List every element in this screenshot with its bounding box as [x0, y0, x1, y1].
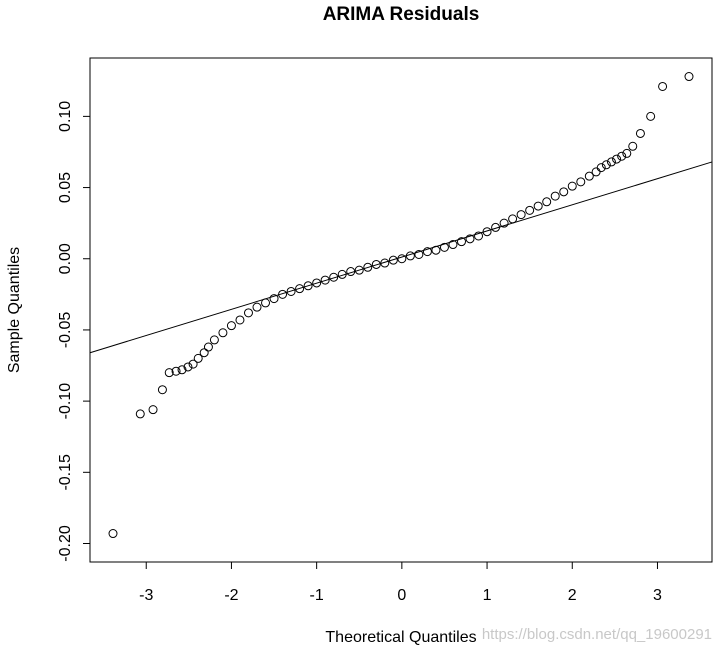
- watermark: https://blog.csdn.net/qq_19600291: [482, 626, 712, 643]
- point: [235, 315, 245, 325]
- point: [226, 321, 236, 331]
- point: [533, 201, 543, 211]
- x-tick-label: 0: [397, 587, 406, 604]
- chart-title: ARIMA Residuals: [323, 4, 480, 25]
- y-tick-label: 0.10: [57, 101, 74, 132]
- point: [278, 289, 288, 299]
- point: [601, 160, 611, 170]
- x-tick-label: 1: [483, 587, 492, 604]
- point: [320, 275, 330, 285]
- point: [542, 197, 552, 207]
- point: [628, 141, 638, 151]
- point: [286, 286, 296, 296]
- point: [499, 218, 509, 228]
- point: [576, 177, 586, 187]
- point: [354, 265, 364, 275]
- point: [456, 237, 466, 247]
- point: [606, 157, 616, 167]
- point: [591, 167, 601, 177]
- point: [559, 187, 569, 197]
- point: [584, 171, 594, 181]
- point: [617, 151, 627, 161]
- plot-frame: [89, 57, 713, 563]
- point: [414, 249, 424, 259]
- point: [177, 365, 187, 375]
- point: [199, 348, 209, 358]
- y-tick-label: -0.20: [57, 525, 74, 562]
- point: [269, 294, 279, 304]
- point: [635, 128, 645, 138]
- point: [171, 366, 181, 376]
- point: [183, 362, 193, 372]
- x-tick-label: -1: [310, 587, 324, 604]
- reference-line: [89, 161, 713, 354]
- point: [209, 335, 219, 345]
- point: [422, 247, 432, 257]
- point: [465, 234, 475, 244]
- point: [193, 353, 203, 363]
- point: [550, 191, 560, 201]
- y-tick-label: 0.00: [57, 243, 74, 274]
- point: [439, 242, 449, 252]
- x-tick-label: -3: [139, 587, 153, 604]
- x-tick-label: -2: [224, 587, 238, 604]
- y-tick-label: -0.15: [57, 454, 74, 491]
- point: [135, 409, 145, 419]
- point: [474, 231, 484, 241]
- point: [203, 342, 213, 352]
- point: [295, 284, 305, 294]
- point: [363, 262, 373, 272]
- point: [596, 163, 606, 173]
- point: [612, 154, 622, 164]
- point: [658, 81, 668, 91]
- point: [388, 255, 398, 265]
- y-axis-label: Sample Quantiles: [6, 247, 23, 373]
- point: [148, 405, 158, 415]
- point: [218, 328, 228, 338]
- point: [164, 368, 174, 378]
- x-tick-label: 2: [568, 587, 577, 604]
- point: [567, 181, 577, 191]
- point: [188, 359, 198, 369]
- point: [508, 214, 518, 224]
- x-tick-label: 3: [653, 587, 662, 604]
- point: [312, 278, 322, 288]
- point: [371, 259, 381, 269]
- point: [684, 72, 694, 82]
- y-tick-label: -0.05: [57, 312, 74, 349]
- point: [303, 281, 313, 291]
- y-tick-label: -0.10: [57, 383, 74, 420]
- point: [525, 205, 535, 215]
- y-tick-label: 0.05: [57, 172, 74, 203]
- point: [252, 302, 262, 312]
- point: [108, 529, 118, 539]
- point: [448, 240, 458, 250]
- point: [622, 148, 632, 158]
- x-axis-label: Theoretical Quantiles: [325, 629, 476, 646]
- point: [243, 308, 253, 318]
- point: [157, 385, 167, 395]
- point: [646, 111, 656, 121]
- point: [516, 210, 526, 220]
